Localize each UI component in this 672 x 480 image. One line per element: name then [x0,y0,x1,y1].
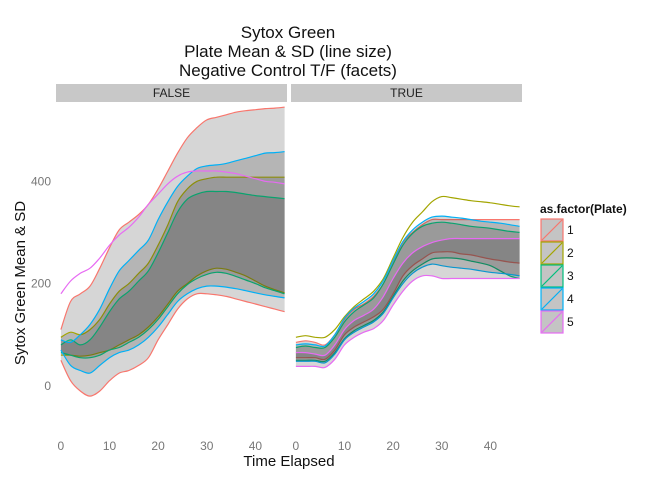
x-tick-label-panel-1-40: 40 [249,439,263,453]
lower-line-true-plate-1 [295,251,520,361]
upper-line-true-plate-3 [295,221,520,349]
x-tick-label-panel-2-10: 10 [338,439,352,453]
upper-line-false-plate-1 [60,106,285,330]
legend-title: as.factor(Plate) [540,202,627,216]
upper-line-true-plate-4 [295,215,520,348]
legend-label-4: 4 [567,292,574,306]
x-tick-label-panel-2-40: 40 [484,439,498,453]
line-true-plate-2 [295,195,520,339]
strip-false-label: FALSE [153,86,190,100]
x-tick-label-panel-1-0: 0 [58,439,65,453]
line-false-plate-5 [60,170,285,295]
panel-false [60,106,285,397]
upper-line-false-plate-2 [60,176,285,338]
band-true-plate-5 [295,238,520,368]
band-false-plate-4 [60,151,285,374]
legend-label-1: 1 [567,223,574,237]
title-line-2: Plate Mean & SD (line size) [184,42,392,61]
title-line-1: Sytox Green [241,23,336,42]
lower-line-false-plate-4 [60,285,285,374]
facet-false: FALSE [56,84,287,397]
band-true-plate-4 [295,216,520,364]
y-tick-label-0: 0 [44,379,51,393]
legend-label-5: 5 [567,315,574,329]
band-false-plate-3 [60,191,285,359]
strip-true-label: TRUE [390,86,423,100]
x-tick-label-panel-1-20: 20 [151,439,165,453]
strip-true-background [291,84,522,102]
x-tick-label-panel-2-0: 0 [293,439,300,453]
strip-false-background [56,84,287,102]
legend-label-3: 3 [567,269,574,283]
lower-line-true-plate-4 [295,263,520,364]
panel-true [295,195,520,369]
legend-key-line-5 [541,311,563,333]
x-axis-ticks: 0 10 20 30 40 0 10 20 30 40 [58,439,498,453]
legend-items: 1 2 3 4 5 [540,218,574,334]
legend-key-line-4 [541,288,563,310]
lower-line-true-plate-5 [295,274,520,369]
title-line-3: Negative Control T/F (facets) [179,61,397,80]
chart-title: Sytox Green Plate Mean & SD (line size) … [179,23,397,80]
band-false-plate-1 [60,107,285,397]
band-false-plate-2 [60,177,285,357]
lower-line-true-plate-3 [295,257,520,363]
x-tick-label-panel-1-30: 30 [200,439,214,453]
facet-true: TRUE [291,84,522,369]
legend-key-line-1 [541,219,563,241]
y-tick-label-400: 400 [31,174,51,188]
upper-line-true-plate-5 [295,237,520,357]
y-axis-ticks: 0 200 400 [31,174,51,393]
legend-label-2: 2 [567,246,574,260]
x-tick-label-panel-2-30: 30 [435,439,449,453]
legend-key-line-3 [541,265,563,287]
band-true-plate-3 [295,222,520,362]
y-tick-label-200: 200 [31,277,51,291]
x-tick-label-panel-1-10: 10 [103,439,117,453]
upper-line-false-plate-4 [60,151,285,344]
band-true-plate-1 [295,219,520,360]
legend: as.factor(Plate) 1 2 3 4 5 [540,202,627,334]
lower-line-false-plate-1 [60,292,285,397]
y-axis-title: Sytox Green Mean & SD [12,201,29,365]
x-axis-title: Time Elapsed [243,453,334,470]
lower-line-false-plate-3 [60,271,285,359]
legend-key-line-2 [541,242,563,264]
upper-line-false-plate-3 [60,190,285,346]
x-tick-label-panel-2-20: 20 [386,439,400,453]
lower-line-false-plate-2 [60,267,285,357]
